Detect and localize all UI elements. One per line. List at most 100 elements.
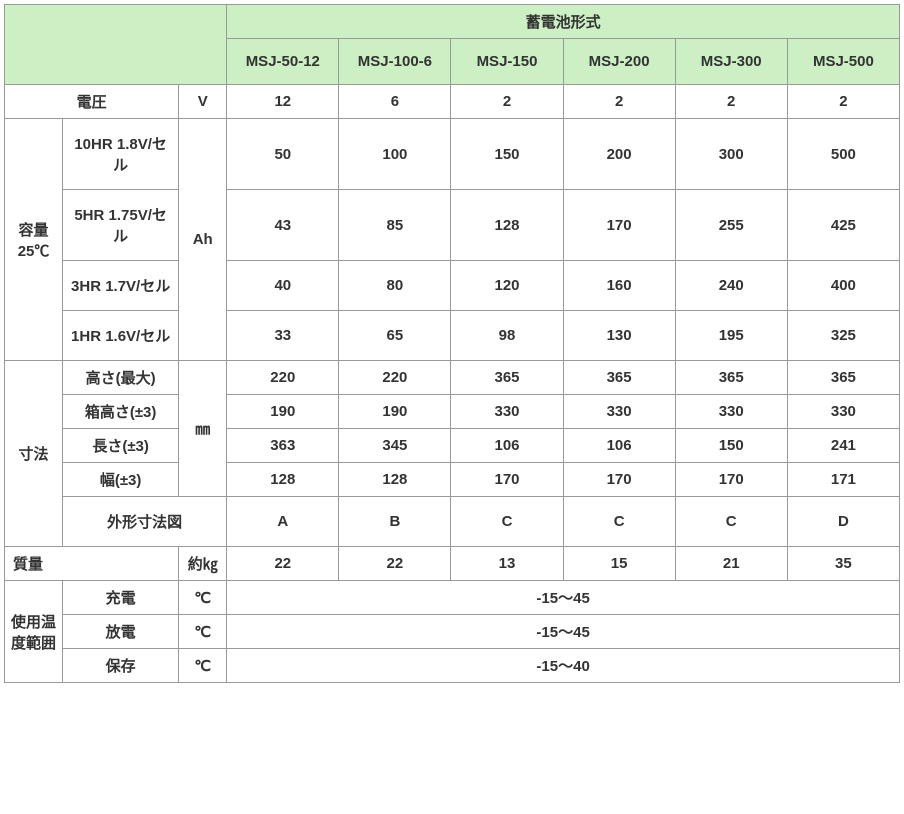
dim-r2-1: 345 bbox=[339, 429, 451, 463]
temp-label: 使用温度範囲 bbox=[5, 581, 63, 683]
dim-r3-3: 170 bbox=[563, 463, 675, 497]
dim-r1-0: 190 bbox=[227, 395, 339, 429]
capacity-r3-1: 65 bbox=[339, 311, 451, 361]
capacity-row1-label: 5HR 1.75V/セル bbox=[63, 190, 179, 261]
capacity-r1-0: 43 bbox=[227, 190, 339, 261]
model-1: MSJ-100-6 bbox=[339, 39, 451, 85]
mass-3: 15 bbox=[563, 547, 675, 581]
voltage-3: 2 bbox=[563, 85, 675, 119]
dim-r0-1: 220 bbox=[339, 361, 451, 395]
mass-label: 質量 bbox=[5, 547, 179, 581]
temp-unit-0: ℃ bbox=[179, 581, 227, 615]
capacity-r1-2: 128 bbox=[451, 190, 563, 261]
dim-r0-5: 365 bbox=[787, 361, 899, 395]
voltage-5: 2 bbox=[787, 85, 899, 119]
temp-row0-label: 充電 bbox=[63, 581, 179, 615]
capacity-r0-4: 300 bbox=[675, 119, 787, 190]
dim-r1-3: 330 bbox=[563, 395, 675, 429]
battery-spec-table: 蓄電池形式 MSJ-50-12 MSJ-100-6 MSJ-150 MSJ-20… bbox=[4, 4, 900, 683]
dim-r2-0: 363 bbox=[227, 429, 339, 463]
temp-row2-label: 保存 bbox=[63, 649, 179, 683]
capacity-r0-5: 500 bbox=[787, 119, 899, 190]
capacity-label: 容量25℃ bbox=[5, 119, 63, 361]
mass-unit: 約㎏ bbox=[179, 547, 227, 581]
dimensions-unit: ㎜ bbox=[179, 361, 227, 497]
dim-shape-4: C bbox=[675, 497, 787, 547]
dim-row2-label: 長さ(±3) bbox=[63, 429, 179, 463]
temp-r2-value: -15～40 bbox=[227, 649, 900, 683]
voltage-4: 2 bbox=[675, 85, 787, 119]
capacity-row2-label: 3HR 1.7V/セル bbox=[63, 261, 179, 311]
capacity-r0-0: 50 bbox=[227, 119, 339, 190]
model-5: MSJ-500 bbox=[787, 39, 899, 85]
voltage-label: 電圧 bbox=[5, 85, 179, 119]
capacity-r3-5: 325 bbox=[787, 311, 899, 361]
capacity-r2-0: 40 bbox=[227, 261, 339, 311]
capacity-r2-1: 80 bbox=[339, 261, 451, 311]
dim-r3-0: 128 bbox=[227, 463, 339, 497]
dim-r3-2: 170 bbox=[451, 463, 563, 497]
capacity-r3-2: 98 bbox=[451, 311, 563, 361]
dim-r2-2: 106 bbox=[451, 429, 563, 463]
capacity-row0-label: 10HR 1.8V/セル bbox=[63, 119, 179, 190]
capacity-r0-1: 100 bbox=[339, 119, 451, 190]
capacity-r2-2: 120 bbox=[451, 261, 563, 311]
capacity-r1-3: 170 bbox=[563, 190, 675, 261]
dimensions-label: 寸法 bbox=[5, 361, 63, 547]
dim-r0-3: 365 bbox=[563, 361, 675, 395]
dim-r3-1: 128 bbox=[339, 463, 451, 497]
capacity-row3-label: 1HR 1.6V/セル bbox=[63, 311, 179, 361]
dim-r3-5: 171 bbox=[787, 463, 899, 497]
capacity-r3-3: 130 bbox=[563, 311, 675, 361]
dim-shape-2: C bbox=[451, 497, 563, 547]
dim-r1-1: 190 bbox=[339, 395, 451, 429]
temp-unit-2: ℃ bbox=[179, 649, 227, 683]
mass-4: 21 bbox=[675, 547, 787, 581]
capacity-r2-3: 160 bbox=[563, 261, 675, 311]
capacity-r0-3: 200 bbox=[563, 119, 675, 190]
temp-row1-label: 放電 bbox=[63, 615, 179, 649]
mass-5: 35 bbox=[787, 547, 899, 581]
capacity-r3-0: 33 bbox=[227, 311, 339, 361]
dim-shape-3: C bbox=[563, 497, 675, 547]
mass-2: 13 bbox=[451, 547, 563, 581]
dim-r1-2: 330 bbox=[451, 395, 563, 429]
capacity-unit: Ah bbox=[179, 119, 227, 361]
capacity-r2-4: 240 bbox=[675, 261, 787, 311]
voltage-1: 6 bbox=[339, 85, 451, 119]
voltage-0: 12 bbox=[227, 85, 339, 119]
dim-r2-3: 106 bbox=[563, 429, 675, 463]
dim-r2-4: 150 bbox=[675, 429, 787, 463]
dim-r1-4: 330 bbox=[675, 395, 787, 429]
capacity-r1-5: 425 bbox=[787, 190, 899, 261]
dim-shape-5: D bbox=[787, 497, 899, 547]
dim-row0-label: 高さ(最大) bbox=[63, 361, 179, 395]
temp-r1-value: -15～45 bbox=[227, 615, 900, 649]
dim-row1-label: 箱高さ(±3) bbox=[63, 395, 179, 429]
model-2: MSJ-150 bbox=[451, 39, 563, 85]
capacity-r3-4: 195 bbox=[675, 311, 787, 361]
dim-shape-label: 外形寸法図 bbox=[63, 497, 227, 547]
dim-r2-5: 241 bbox=[787, 429, 899, 463]
dim-r1-5: 330 bbox=[787, 395, 899, 429]
voltage-2: 2 bbox=[451, 85, 563, 119]
capacity-r1-1: 85 bbox=[339, 190, 451, 261]
capacity-r2-5: 400 bbox=[787, 261, 899, 311]
dim-r0-4: 365 bbox=[675, 361, 787, 395]
temp-r0-value: -15～45 bbox=[227, 581, 900, 615]
mass-0: 22 bbox=[227, 547, 339, 581]
dim-shape-1: B bbox=[339, 497, 451, 547]
mass-1: 22 bbox=[339, 547, 451, 581]
capacity-r0-2: 150 bbox=[451, 119, 563, 190]
dim-r0-2: 365 bbox=[451, 361, 563, 395]
temp-unit-1: ℃ bbox=[179, 615, 227, 649]
model-0: MSJ-50-12 bbox=[227, 39, 339, 85]
dim-r3-4: 170 bbox=[675, 463, 787, 497]
header-title: 蓄電池形式 bbox=[227, 5, 900, 39]
dim-r0-0: 220 bbox=[227, 361, 339, 395]
model-3: MSJ-200 bbox=[563, 39, 675, 85]
voltage-unit: V bbox=[179, 85, 227, 119]
dim-row3-label: 幅(±3) bbox=[63, 463, 179, 497]
dim-shape-0: A bbox=[227, 497, 339, 547]
header-blank bbox=[5, 5, 227, 85]
